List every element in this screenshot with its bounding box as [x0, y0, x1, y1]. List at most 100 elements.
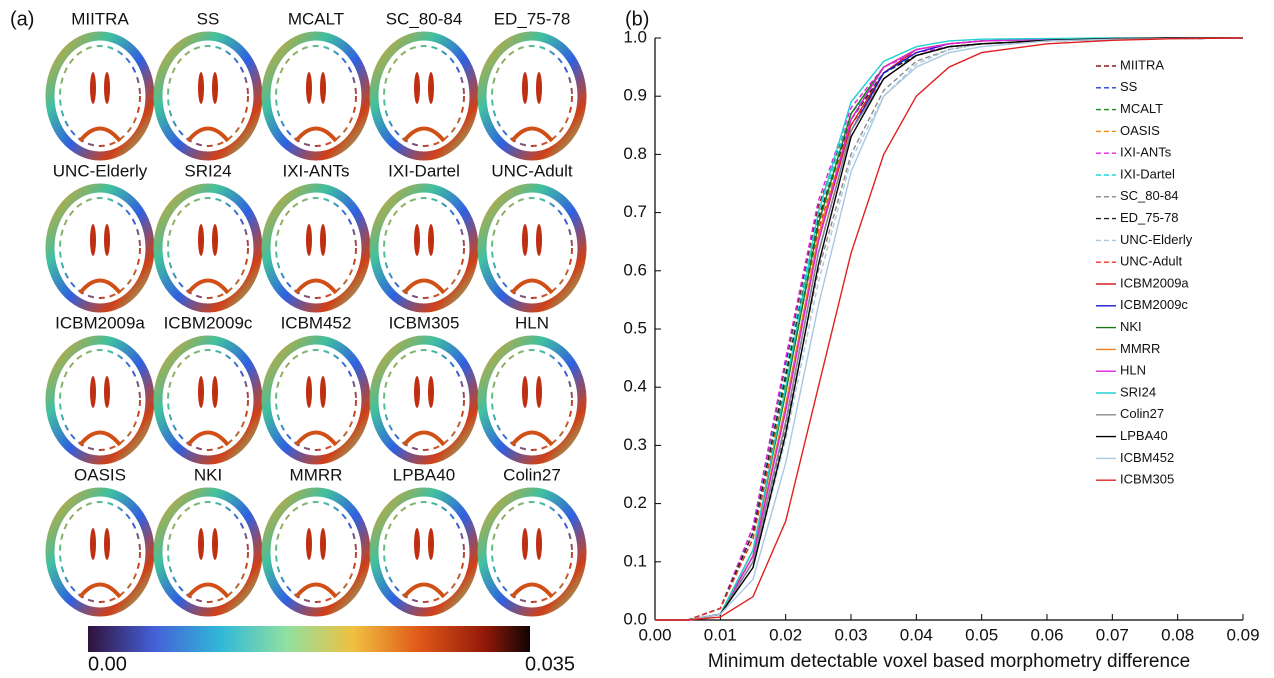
legend-label: Colin27: [1120, 406, 1164, 421]
brain-inner: [59, 501, 141, 603]
brain-inner: [275, 45, 357, 147]
cerebellum: [78, 278, 122, 295]
ventricle: [104, 72, 110, 104]
brain-rim: [261, 31, 371, 161]
brain-rim: [45, 335, 155, 465]
brain-inner: [383, 349, 465, 451]
cerebellum: [294, 430, 338, 447]
legend-label: ICBM2009a: [1120, 275, 1189, 290]
y-tick-label: 0.3: [623, 435, 647, 454]
image-label: UNC-Elderly: [53, 161, 148, 180]
brain-map: [261, 183, 371, 313]
x-tick-label: 0.01: [704, 625, 737, 644]
brain-map: [477, 487, 587, 617]
brain-rim: [45, 183, 155, 313]
y-tick-label: 0.2: [623, 493, 647, 512]
brain-inner: [491, 197, 573, 299]
ventricle: [320, 72, 326, 104]
cerebellum: [78, 126, 122, 143]
brain-map: [45, 183, 155, 313]
cerebellum: [186, 430, 230, 447]
x-tick-label: 0.00: [638, 625, 671, 644]
x-axis-label: Minimum detectable voxel based morphomet…: [708, 651, 1190, 672]
cerebellum: [402, 430, 446, 447]
cerebellum: [510, 126, 554, 143]
brain-map: [369, 487, 479, 617]
cerebellum: [294, 278, 338, 295]
x-tick-label: 0.02: [769, 625, 802, 644]
brain-rim: [477, 487, 587, 617]
image-label: ICBM2009a: [55, 313, 145, 332]
y-tick-label: 0.0: [623, 609, 647, 628]
brain-rim: [369, 487, 479, 617]
image-label: LPBA40: [393, 465, 455, 484]
legend-label: IXI-ANTs: [1120, 145, 1172, 160]
y-tick-label: 0.4: [623, 377, 647, 396]
brain-map: [369, 335, 479, 465]
legend-label: MCALT: [1120, 101, 1163, 116]
image-label: Colin27: [503, 465, 561, 484]
cerebellum: [510, 430, 554, 447]
ventricle: [198, 72, 204, 104]
image-label: UNC-Adult: [491, 161, 573, 180]
cerebellum: [186, 278, 230, 295]
ventricle: [414, 528, 420, 560]
image-label: MMRR: [290, 465, 343, 484]
legend-label: SS: [1120, 79, 1138, 94]
cerebellum: [294, 126, 338, 143]
ventricle: [212, 72, 218, 104]
brain-rim: [369, 335, 479, 465]
ventricle: [212, 376, 218, 408]
brain-inner: [167, 501, 249, 603]
brain-inner: [59, 197, 141, 299]
series-line: [655, 37, 1243, 621]
brain-map: [45, 335, 155, 465]
series-line: [655, 37, 1244, 621]
ventricle: [198, 376, 204, 408]
legend-label: UNC-Elderly: [1120, 232, 1193, 247]
x-tick-label: 0.05: [965, 625, 998, 644]
brain-inner: [59, 349, 141, 451]
ventricle: [522, 376, 528, 408]
ventricle: [198, 224, 204, 256]
legend-label: ICBM305: [1120, 472, 1174, 487]
x-tick-label: 0.04: [900, 625, 933, 644]
y-tick-label: 0.6: [623, 260, 647, 279]
brain-rim: [45, 487, 155, 617]
legend-label: SC_80-84: [1120, 188, 1179, 203]
y-tick-label: 0.7: [623, 202, 647, 221]
image-label: SS: [197, 9, 220, 28]
ventricle: [536, 376, 542, 408]
cerebellum: [510, 582, 554, 599]
image-label: SRI24: [184, 161, 231, 180]
image-label: HLN: [515, 313, 549, 332]
brain-inner: [383, 501, 465, 603]
brain-inner: [167, 45, 249, 147]
ventricle: [536, 224, 542, 256]
legend-label: ICBM452: [1120, 450, 1174, 465]
legend-label: UNC-Adult: [1120, 254, 1183, 269]
brain-rim: [153, 487, 263, 617]
cerebellum: [402, 126, 446, 143]
colorbar-tick-label: 0.00: [88, 653, 127, 675]
legend-label: ICBM2009c: [1120, 297, 1188, 312]
ventricle: [306, 72, 312, 104]
image-label: OASIS: [74, 465, 126, 484]
cerebellum: [402, 582, 446, 599]
y-tick-label: 0.9: [623, 86, 647, 105]
ventricle: [320, 528, 326, 560]
brain-map: [369, 31, 479, 161]
image-label: MIITRA: [71, 9, 129, 28]
brain-rim: [477, 31, 587, 161]
cerebellum: [78, 430, 122, 447]
image-label: ICBM305: [389, 313, 460, 332]
brain-rim: [477, 183, 587, 313]
ventricle: [428, 528, 434, 560]
brain-map: [153, 335, 263, 465]
ventricle: [104, 528, 110, 560]
colorbar: [88, 626, 530, 652]
ventricle: [414, 376, 420, 408]
x-tick-label: 0.07: [1096, 625, 1129, 644]
brain-inner: [491, 349, 573, 451]
